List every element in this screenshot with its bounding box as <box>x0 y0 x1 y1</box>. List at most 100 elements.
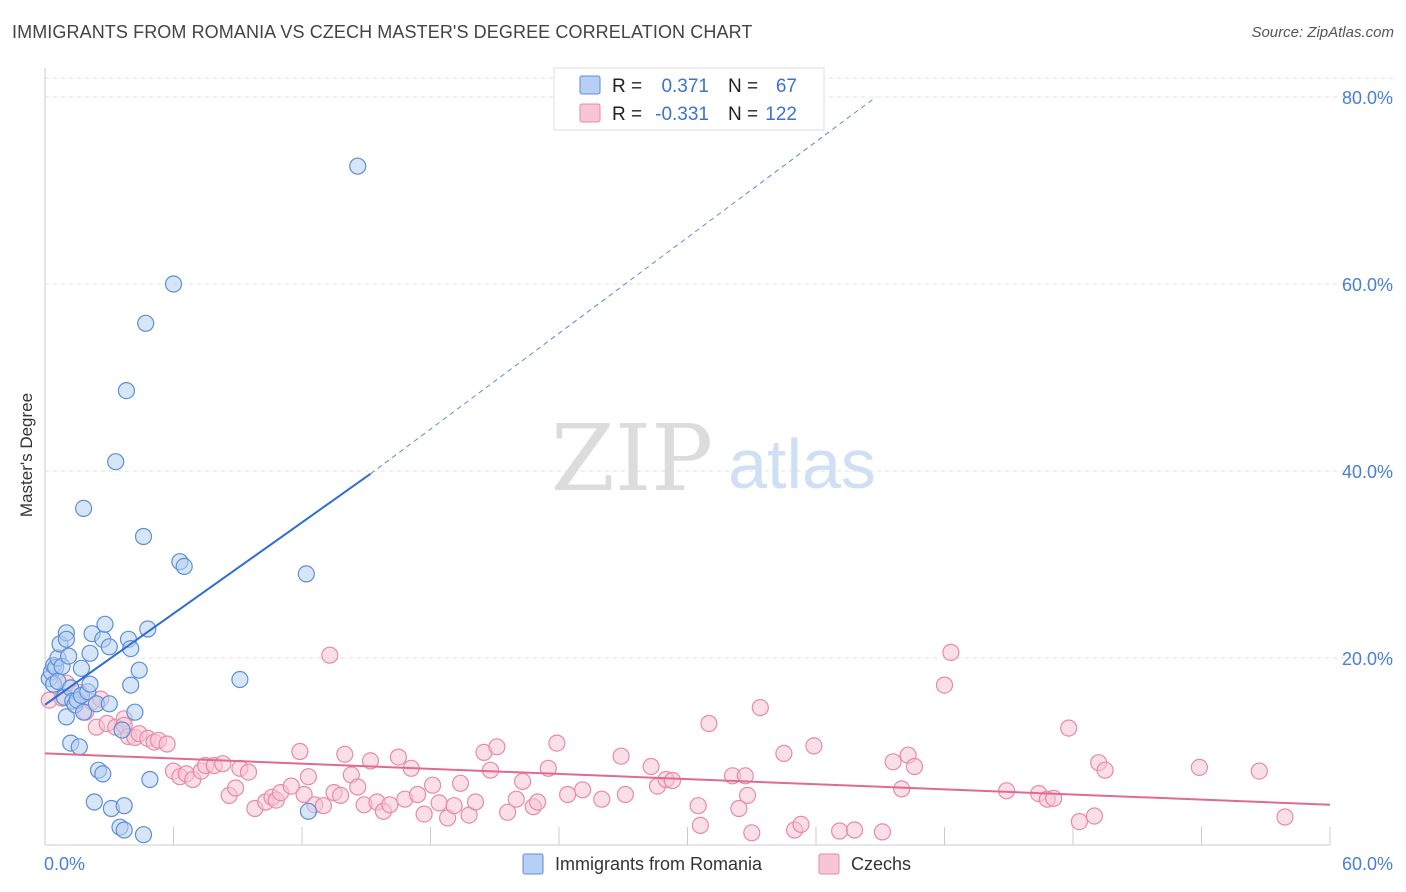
legend-swatch-romania <box>579 75 601 95</box>
data-point <box>873 823 892 841</box>
data-point <box>115 821 133 839</box>
data-point <box>558 785 577 804</box>
data-point <box>775 744 793 763</box>
data-point <box>738 786 757 805</box>
legend-r-label-romania: R = <box>612 76 642 97</box>
data-point <box>1250 762 1268 780</box>
data-point <box>743 824 761 842</box>
trend-line-romania-extension <box>370 96 877 475</box>
data-point <box>321 646 339 664</box>
data-point <box>126 703 144 721</box>
data-point <box>942 643 960 662</box>
trend-line-romania <box>44 472 372 706</box>
data-point <box>107 453 125 471</box>
grid <box>45 77 1395 659</box>
data-point <box>389 748 407 766</box>
data-point <box>57 630 76 648</box>
data-point <box>134 826 153 844</box>
data-point <box>295 785 313 804</box>
data-point <box>100 695 118 713</box>
data-point <box>905 757 924 776</box>
romania-points <box>40 157 367 844</box>
data-point <box>139 620 157 638</box>
data-point <box>424 776 442 794</box>
data-point <box>507 790 525 808</box>
watermark-atlas: atlas <box>728 425 876 503</box>
data-point <box>1070 812 1089 831</box>
legend-n-value-czechs: 122 <box>765 104 797 125</box>
data-point <box>361 752 380 770</box>
legend: R = 0.371 N = 67 R = -0.331 N = 122 <box>553 67 825 131</box>
data-point <box>845 821 864 839</box>
data-point <box>314 797 332 815</box>
data-point <box>74 703 93 721</box>
data-point <box>282 777 300 795</box>
data-point <box>122 676 140 694</box>
data-point <box>415 805 433 823</box>
data-point <box>134 527 153 546</box>
data-point <box>1276 808 1294 826</box>
data-point <box>499 803 517 821</box>
chart-title: IMMIGRANTS FROM ROMANIA VS CZECH MASTER'… <box>12 22 753 42</box>
data-point <box>830 822 849 840</box>
data-point <box>513 772 532 791</box>
data-point <box>528 793 547 811</box>
data-point <box>85 793 103 811</box>
data-point <box>227 779 245 797</box>
data-point <box>291 742 309 761</box>
data-point <box>792 815 810 834</box>
data-point <box>141 770 159 789</box>
axes <box>44 68 1331 846</box>
data-point <box>332 786 350 805</box>
series-legend-swatch-czechs <box>818 853 840 875</box>
data-point <box>539 759 557 777</box>
trend-line-czechs <box>44 752 1331 806</box>
legend-r-label-czechs: R = <box>612 104 642 125</box>
data-point <box>239 763 258 781</box>
y-tick-label: 20.0% <box>1342 649 1393 669</box>
x-tick-label: 0.0% <box>44 854 85 874</box>
data-point <box>488 738 506 756</box>
data-point <box>94 765 112 783</box>
tick-labels: 20.0% 40.0% 60.0% 80.0% 0.0% 60.0% <box>44 88 1393 874</box>
data-point <box>573 781 592 799</box>
data-point <box>466 793 485 811</box>
data-point <box>117 382 136 400</box>
watermark: ZIP atlas <box>551 405 876 512</box>
data-point <box>642 757 660 776</box>
data-point <box>736 767 754 785</box>
data-point <box>616 785 635 804</box>
data-point <box>1096 761 1114 779</box>
data-point <box>70 738 88 756</box>
legend-n-label-czechs: N = <box>728 104 758 125</box>
data-point <box>81 675 99 693</box>
data-point <box>175 557 193 576</box>
data-point <box>612 747 630 765</box>
data-point <box>409 785 427 804</box>
data-point <box>730 799 748 818</box>
data-point <box>700 714 718 733</box>
legend-r-value-czechs: -0.331 <box>655 104 709 125</box>
data-point <box>349 157 367 175</box>
data-point <box>299 768 317 786</box>
x-tick-label: 60.0% <box>1342 854 1393 874</box>
y-tick-label: 60.0% <box>1342 275 1393 295</box>
data-point <box>751 698 769 717</box>
legend-swatch-czechs <box>579 103 601 123</box>
data-point <box>445 797 463 815</box>
data-point <box>349 778 367 796</box>
data-point <box>57 708 76 726</box>
series-legend: Immigrants from Romania Czechs <box>522 853 911 875</box>
y-tick-label: 40.0% <box>1342 462 1393 482</box>
data-point <box>81 644 99 662</box>
data-point <box>805 737 823 755</box>
data-point <box>100 638 118 656</box>
data-point <box>96 615 114 633</box>
data-point <box>689 797 707 815</box>
y-tick-label: 80.0% <box>1342 88 1393 108</box>
data-point <box>336 745 354 763</box>
data-point <box>214 755 232 773</box>
data-point <box>430 794 448 812</box>
data-point <box>691 816 710 835</box>
